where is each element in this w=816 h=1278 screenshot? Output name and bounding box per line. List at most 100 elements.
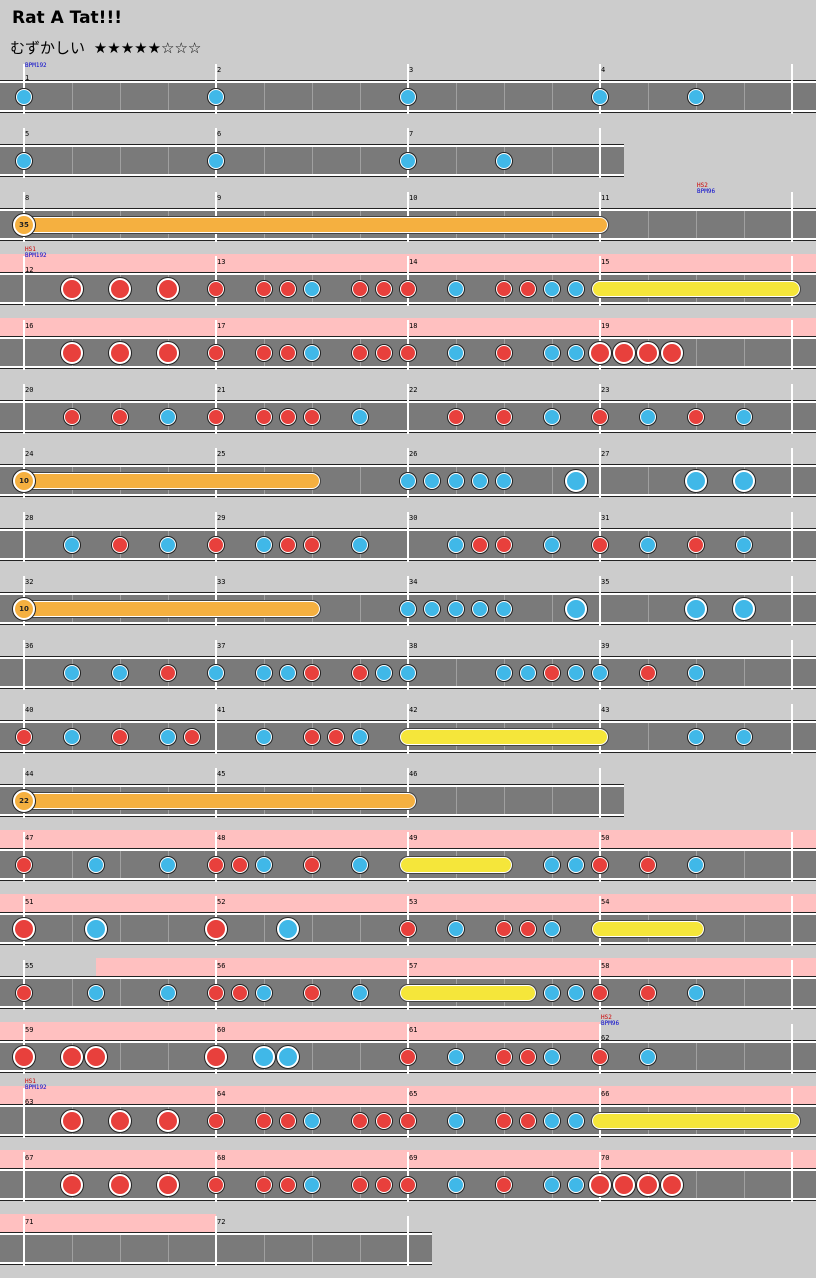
ka-note	[568, 1113, 584, 1129]
measure-number: 1	[25, 74, 30, 82]
ka-note	[544, 921, 560, 937]
measure-number: 2	[217, 66, 222, 74]
drumroll-note	[400, 857, 512, 873]
measure-number: 55	[25, 962, 34, 970]
don-note	[16, 857, 32, 873]
don-note	[520, 281, 536, 297]
measure-number: 61	[409, 1026, 418, 1034]
ka-note	[448, 1113, 464, 1129]
don-note	[208, 409, 224, 425]
don-note	[376, 1177, 392, 1193]
chart-row: 67 68 69 70	[0, 1150, 816, 1214]
don-note	[400, 281, 416, 297]
measure-line	[599, 128, 601, 178]
ka-note	[424, 473, 440, 489]
measure-number: 17	[217, 322, 226, 330]
chart-row: 24 25 26 27 10	[0, 446, 816, 510]
big-ka-note	[733, 470, 755, 492]
big-don-note	[589, 1174, 611, 1196]
measure-number: 16	[25, 322, 34, 330]
beat-line	[360, 467, 361, 494]
don-note	[280, 345, 296, 361]
beat-line	[456, 147, 457, 174]
don-note	[496, 921, 512, 937]
don-note	[496, 345, 512, 361]
measure-number: 49	[409, 834, 418, 842]
chart-row: 59 60 61 62 HS2 BPM96	[0, 1015, 816, 1086]
big-don-note	[661, 342, 683, 364]
gogo-section	[0, 1214, 216, 1233]
measure-number: 10	[409, 194, 418, 202]
don-note	[352, 1177, 368, 1193]
ka-note	[688, 985, 704, 1001]
ka-note	[640, 409, 656, 425]
ka-note	[496, 473, 512, 489]
drumroll-note	[592, 921, 704, 937]
measure-number: 30	[409, 514, 418, 522]
beat-line	[744, 979, 745, 1006]
measure-number: 23	[601, 386, 610, 394]
don-note	[232, 857, 248, 873]
measure-line	[23, 640, 25, 690]
don-note	[16, 985, 32, 1001]
big-don-note	[661, 1174, 683, 1196]
don-note	[208, 345, 224, 361]
ka-note	[568, 1177, 584, 1193]
ka-note	[424, 601, 440, 617]
don-note	[400, 1049, 416, 1065]
big-don-note	[13, 1046, 35, 1068]
measure-number: 9	[217, 194, 222, 202]
ka-note	[256, 985, 272, 1001]
don-note	[400, 1177, 416, 1193]
don-note	[304, 985, 320, 1001]
beat-line	[504, 787, 505, 814]
bpm-marker: HS2 BPM96	[697, 183, 715, 195]
beat-line	[312, 147, 313, 174]
ka-note	[736, 537, 752, 553]
beat-line	[696, 1171, 697, 1198]
measure-number: 41	[217, 706, 226, 714]
scroll-speed-label: HS1	[25, 1078, 36, 1085]
beat-line	[72, 147, 73, 174]
big-don-note	[61, 342, 83, 364]
don-note	[352, 665, 368, 681]
measure-number: 6	[217, 130, 222, 138]
measure-number: 63	[25, 1098, 34, 1106]
beat-line	[312, 83, 313, 110]
don-note	[208, 1177, 224, 1193]
ka-note	[160, 985, 176, 1001]
ka-note	[256, 729, 272, 745]
measure-number: 19	[601, 322, 610, 330]
balloon-tail	[16, 473, 320, 489]
chart-row: 8 9 10 11 HS2 BPM96 35	[0, 183, 816, 254]
don-note	[112, 729, 128, 745]
big-don-note	[61, 278, 83, 300]
measure-line	[407, 384, 409, 434]
ka-note	[400, 473, 416, 489]
measure-line	[791, 896, 793, 946]
big-ka-note	[685, 470, 707, 492]
measure-line	[791, 448, 793, 498]
don-note	[280, 1177, 296, 1193]
measure-line	[599, 768, 601, 818]
measure-number: 33	[217, 578, 226, 586]
ka-note	[544, 409, 560, 425]
ka-note	[304, 345, 320, 361]
measure-line	[791, 1024, 793, 1074]
measure-number: 37	[217, 642, 226, 650]
don-note	[400, 921, 416, 937]
ka-note	[208, 89, 224, 105]
measure-number: 31	[601, 514, 610, 522]
measure-line	[23, 512, 25, 562]
don-note	[352, 1113, 368, 1129]
beat-line	[456, 83, 457, 110]
measure-number: 21	[217, 386, 226, 394]
measure-number: 39	[601, 642, 610, 650]
measure-line	[599, 448, 601, 498]
measure-number: 29	[217, 514, 226, 522]
don-note	[592, 985, 608, 1001]
beat-line	[456, 659, 457, 686]
don-note	[256, 409, 272, 425]
measure-line	[23, 256, 25, 306]
ka-note	[208, 665, 224, 681]
